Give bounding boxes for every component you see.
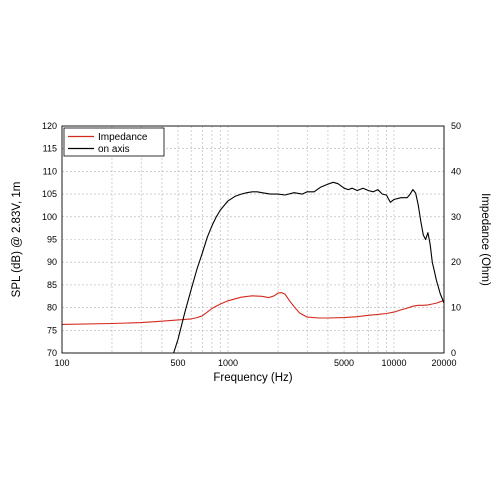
left-y-tick-label: 70 <box>47 348 57 358</box>
x-tick-label: 20000 <box>431 358 456 368</box>
series-line-impedance <box>62 292 444 325</box>
left-y-tick-label: 85 <box>47 280 57 290</box>
right-y-tick-label: 20 <box>451 257 461 267</box>
right-y-tick-label: 40 <box>451 166 461 176</box>
x-tick-label: 500 <box>171 358 186 368</box>
x-tick-labels: 100 500 1000 5000 10000 20000 <box>54 358 456 368</box>
x-tick-label: 1000 <box>218 358 238 368</box>
legend-label-impedance: Impedance <box>98 132 148 143</box>
left-y-tick-label: 110 <box>43 166 57 176</box>
right-y-tick-label: 50 <box>451 121 461 131</box>
left-y-tick-label: 75 <box>47 325 57 335</box>
grid-lines <box>62 126 444 353</box>
right-y-axis-label: Impedance (Ohm) <box>479 193 491 286</box>
legend-label-on-axis: on axis <box>98 144 130 155</box>
right-y-tick-label: 10 <box>451 303 461 313</box>
left-y-tick-label: 105 <box>42 189 57 199</box>
left-y-tick-label: 80 <box>47 303 57 313</box>
left-y-tick-labels: 70 75 80 85 90 95 100 105 110 115 120 <box>42 121 57 358</box>
data-series <box>62 181 444 353</box>
left-y-axis-label: SPL (dB) @ 2.83V, 1m <box>11 182 23 298</box>
left-y-tick-label: 120 <box>42 121 57 131</box>
x-axis-label: Frequency (Hz) <box>213 372 292 384</box>
left-y-tick-label: 115 <box>43 144 57 154</box>
x-tick-label: 5000 <box>334 358 354 368</box>
right-y-tick-labels: 0 10 20 30 40 50 <box>451 121 461 358</box>
legend-box <box>63 127 165 157</box>
plot-frame <box>61 125 445 354</box>
left-y-tick-label: 95 <box>47 235 57 245</box>
x-tick-label: 100 <box>54 358 69 368</box>
right-y-tick-label: 0 <box>451 348 456 358</box>
right-y-tick-label: 30 <box>451 212 461 222</box>
series-line-on-axis <box>173 181 444 353</box>
left-y-tick-label: 90 <box>47 257 57 267</box>
left-y-tick-label: 100 <box>42 212 57 222</box>
x-tick-label: 10000 <box>382 358 407 368</box>
legend: Impedance on axis <box>63 127 165 157</box>
